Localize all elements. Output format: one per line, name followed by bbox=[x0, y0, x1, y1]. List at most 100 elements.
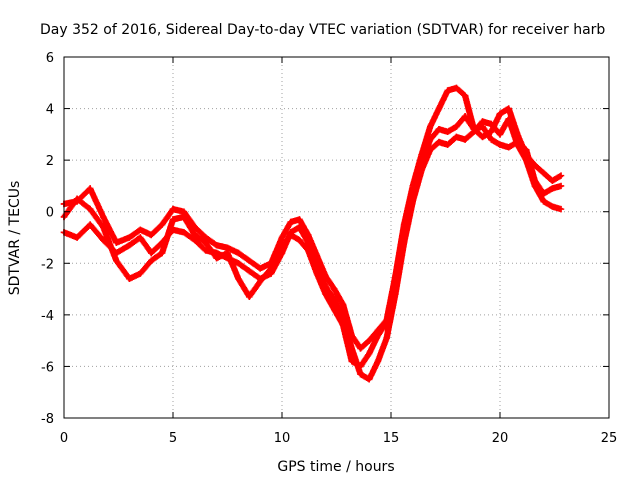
data-point bbox=[461, 92, 469, 99]
data-point bbox=[549, 203, 556, 210]
data-point bbox=[392, 280, 399, 288]
data-point bbox=[383, 319, 390, 326]
grid bbox=[64, 57, 609, 418]
data-point bbox=[267, 265, 275, 272]
data-point bbox=[505, 105, 512, 112]
data-point bbox=[86, 185, 94, 192]
data-point bbox=[409, 190, 416, 197]
data-point bbox=[479, 123, 486, 130]
data-point bbox=[418, 159, 425, 166]
data-point bbox=[479, 133, 486, 141]
data-point bbox=[531, 177, 539, 184]
data-point bbox=[257, 265, 264, 272]
data-point bbox=[435, 105, 443, 112]
data-point bbox=[514, 138, 521, 146]
data-point bbox=[540, 198, 547, 205]
data-point bbox=[86, 205, 94, 213]
data-point bbox=[126, 275, 133, 282]
data-point bbox=[278, 244, 286, 252]
data-point bbox=[366, 337, 373, 344]
data-point bbox=[339, 301, 347, 308]
y-tick-label: 0 bbox=[46, 206, 54, 221]
data-point bbox=[427, 123, 434, 130]
data-point bbox=[496, 131, 504, 138]
data-point bbox=[383, 334, 390, 342]
data-point bbox=[348, 358, 355, 365]
data-point bbox=[202, 247, 209, 254]
series-trace-b bbox=[60, 115, 565, 383]
data-point bbox=[73, 195, 81, 203]
data-point bbox=[374, 332, 382, 339]
data-point bbox=[453, 133, 460, 141]
data-point bbox=[505, 115, 512, 123]
data-point bbox=[158, 249, 166, 257]
data-point bbox=[257, 278, 264, 285]
plot-frame bbox=[63, 56, 610, 419]
data-point bbox=[470, 126, 478, 133]
data-point bbox=[235, 275, 242, 282]
data-point bbox=[496, 110, 504, 117]
data-point bbox=[444, 128, 451, 135]
data-point bbox=[331, 285, 338, 293]
data-point bbox=[213, 254, 220, 262]
data-point bbox=[113, 257, 120, 264]
axis-ticks: 0 5 10 15 20 25 -8 -6 -4 -2 0 2 4 6 bbox=[41, 51, 617, 446]
data-point bbox=[331, 296, 338, 303]
data-point bbox=[235, 249, 242, 257]
data-point bbox=[453, 123, 460, 130]
data-point bbox=[180, 213, 188, 221]
series-trace-c bbox=[60, 113, 565, 370]
data-point bbox=[86, 221, 94, 228]
x-tick-label: 20 bbox=[492, 431, 509, 446]
data-point bbox=[304, 247, 312, 254]
data-point bbox=[191, 231, 198, 239]
x-tick-label: 10 bbox=[274, 431, 291, 446]
y-axis-label: SDTVAR / TECUs bbox=[7, 181, 23, 296]
data-point bbox=[169, 205, 177, 213]
x-tick-label: 0 bbox=[60, 431, 68, 446]
x-axis-label: GPS time / hours bbox=[277, 459, 394, 475]
data-point bbox=[148, 231, 155, 239]
x-tick-label: 5 bbox=[169, 431, 177, 446]
data-point bbox=[158, 221, 166, 228]
data-point bbox=[322, 291, 329, 298]
y-tick-label: -8 bbox=[41, 412, 54, 427]
y-tick-label: 4 bbox=[46, 103, 54, 118]
data-point bbox=[435, 138, 443, 146]
data-point bbox=[357, 345, 364, 352]
data-point bbox=[522, 146, 530, 154]
data-point bbox=[202, 239, 209, 246]
data-point bbox=[366, 376, 373, 383]
data-point bbox=[213, 242, 220, 249]
data-point bbox=[126, 234, 133, 241]
data-point bbox=[461, 113, 469, 120]
data-point bbox=[113, 239, 120, 246]
y-tick-label: 6 bbox=[46, 51, 54, 66]
data-point bbox=[100, 223, 107, 231]
data-point bbox=[374, 358, 382, 365]
data-point bbox=[400, 231, 408, 239]
y-tick-label: -2 bbox=[41, 257, 54, 272]
data-point bbox=[137, 226, 144, 233]
data-point bbox=[357, 370, 364, 378]
data-point bbox=[296, 236, 303, 244]
data-point bbox=[461, 136, 469, 143]
data-point bbox=[549, 185, 556, 192]
data-point bbox=[557, 205, 565, 213]
y-tick-label: 2 bbox=[46, 154, 54, 169]
data-point bbox=[296, 223, 303, 231]
x-tick-label: 25 bbox=[601, 431, 618, 446]
chart-title: Day 352 of 2016, Sidereal Day-to-day VTE… bbox=[40, 22, 605, 38]
data-point bbox=[488, 136, 495, 143]
data-point bbox=[224, 249, 231, 257]
data-point bbox=[339, 321, 347, 329]
data-point bbox=[246, 293, 253, 301]
data-point bbox=[246, 267, 253, 275]
data-point bbox=[137, 234, 144, 241]
data-point bbox=[287, 231, 294, 239]
data-point bbox=[540, 190, 547, 197]
x-tick-label: 15 bbox=[383, 431, 400, 446]
data-point bbox=[148, 257, 155, 264]
data-point bbox=[444, 141, 451, 148]
